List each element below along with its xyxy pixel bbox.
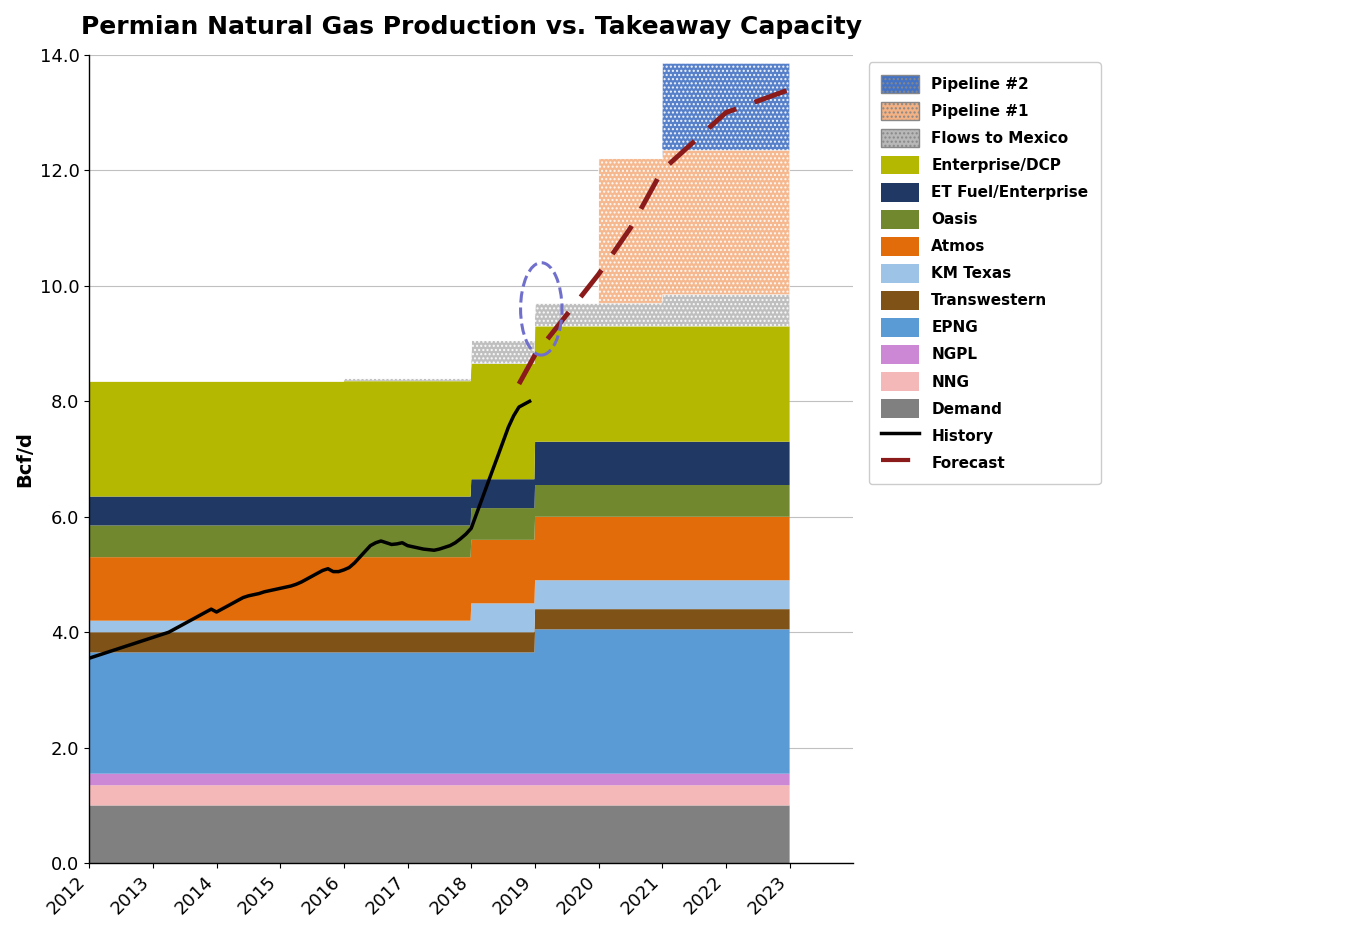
Legend: Pipeline #2, Pipeline #1, Flows to Mexico, Enterprise/DCP, ET Fuel/Enterprise, O: Pipeline #2, Pipeline #1, Flows to Mexic… [869,63,1101,484]
Y-axis label: Bcf/d: Bcf/d [15,431,34,487]
Title: Permian Natural Gas Production vs. Takeaway Capacity: Permian Natural Gas Production vs. Takea… [80,15,862,39]
